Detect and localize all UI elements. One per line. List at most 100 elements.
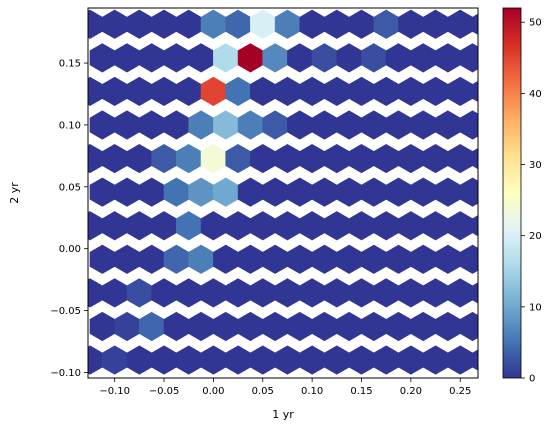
hexbin-cell bbox=[373, 345, 399, 375]
hexbin-cell bbox=[250, 278, 276, 308]
hexbin-cell bbox=[225, 143, 251, 174]
hexbin-cell bbox=[435, 311, 461, 342]
hexbin-cell bbox=[324, 76, 350, 107]
hexbin-cell bbox=[213, 311, 239, 342]
hexbin-cell bbox=[348, 211, 375, 241]
hexbin-cell bbox=[250, 76, 276, 107]
hexbin-cell bbox=[139, 110, 165, 140]
hexbin-cell bbox=[126, 9, 152, 39]
y-tick-label: 0.15 bbox=[59, 59, 81, 70]
hexbin-cell bbox=[114, 43, 140, 73]
hexbin-cell bbox=[102, 9, 128, 39]
x-tick-label: −0.10 bbox=[99, 386, 130, 397]
hexbin-cell bbox=[459, 110, 478, 140]
hexbin-cell bbox=[385, 43, 412, 73]
hexbin-cell bbox=[410, 110, 436, 140]
colorbar-tick-label: 50 bbox=[529, 18, 542, 29]
hexbin-cell bbox=[114, 311, 140, 342]
hexbin-cell bbox=[311, 177, 338, 207]
hexbin-cell bbox=[139, 0, 164, 5]
hexbin-cell bbox=[225, 76, 251, 107]
hexbin-cell bbox=[200, 211, 227, 241]
hexbin-cell bbox=[447, 278, 473, 308]
hexbin-cell bbox=[176, 345, 202, 375]
hexbin-cell bbox=[189, 0, 214, 5]
hexbin-cell bbox=[237, 244, 264, 274]
hexbin-cell bbox=[361, 0, 386, 5]
hexbin-cell bbox=[348, 143, 375, 174]
x-tick-label: 0.00 bbox=[202, 386, 224, 397]
hexbin-cell bbox=[361, 244, 387, 274]
hexbin-cell bbox=[89, 110, 115, 140]
hexbin-cell bbox=[274, 345, 301, 375]
hexbin-cell bbox=[311, 244, 338, 274]
hexbin-cell bbox=[299, 143, 325, 174]
hexbin-cell bbox=[102, 278, 128, 308]
hexbin-cell bbox=[200, 278, 227, 308]
hexbin-cell bbox=[114, 177, 140, 207]
x-tick-label: −0.05 bbox=[149, 386, 180, 397]
colorbar-tick-label: 0 bbox=[529, 374, 535, 385]
hexbin-cell bbox=[238, 0, 263, 5]
hexbin-cell bbox=[176, 143, 202, 174]
hexbin-cell bbox=[410, 311, 436, 342]
hexbin-cell bbox=[435, 177, 461, 207]
hexbin-cell bbox=[447, 76, 473, 107]
hexbin-cell bbox=[225, 278, 251, 308]
hexbin-cell bbox=[200, 143, 227, 174]
hexbin-cell bbox=[435, 110, 461, 140]
hexbin-cell bbox=[89, 311, 115, 342]
hexbin-cell bbox=[89, 244, 115, 274]
hexbin-cell bbox=[386, 0, 411, 5]
hexbin-cell bbox=[90, 0, 115, 5]
hexbin-cell bbox=[151, 211, 177, 241]
hexbin-cell bbox=[115, 0, 140, 5]
hexbin-cell bbox=[274, 211, 301, 241]
hexbin-cell bbox=[88, 143, 103, 174]
hexbin-cell bbox=[262, 244, 288, 274]
hexbin-cell bbox=[188, 244, 214, 274]
hexbin-cell bbox=[287, 43, 313, 73]
hexbin-cell bbox=[361, 43, 387, 73]
hexbin-cell bbox=[126, 345, 152, 375]
hexbin-cell bbox=[176, 278, 202, 308]
hexbin-cell bbox=[324, 211, 350, 241]
hexbin-cell bbox=[299, 9, 325, 39]
hexbin-cell bbox=[88, 345, 103, 375]
hexbin-cell bbox=[151, 76, 177, 107]
hexbin-cell bbox=[398, 143, 424, 174]
hexbin-cell bbox=[459, 177, 478, 207]
hexbin-cell bbox=[225, 211, 251, 241]
hexbin-cell bbox=[398, 345, 424, 375]
hexbin-cell bbox=[164, 0, 189, 5]
hexbin-cell bbox=[213, 43, 239, 73]
hexbin-cell bbox=[188, 43, 214, 73]
y-tick-label: −0.10 bbox=[50, 368, 81, 379]
hexbin-cell bbox=[213, 177, 239, 207]
hexbin-cell bbox=[213, 244, 239, 274]
hexbin-cell bbox=[435, 244, 461, 274]
hexbin-cell bbox=[163, 43, 190, 73]
colorbar-ticks: 0 10 20 30 40 50 bbox=[521, 18, 542, 385]
hexbin-cell bbox=[188, 110, 214, 140]
hexbin-cell bbox=[126, 211, 152, 241]
hexbin-cell bbox=[361, 311, 387, 342]
colorbar-tick-label: 20 bbox=[529, 231, 542, 242]
hexbin-cell bbox=[348, 9, 375, 39]
hexbin-cell bbox=[139, 43, 165, 73]
hexbin-cell bbox=[385, 311, 412, 342]
hexbin-cell bbox=[348, 76, 375, 107]
hexbin-cell bbox=[200, 76, 227, 107]
hexbin-cell bbox=[163, 311, 190, 342]
hexbin-cell bbox=[373, 76, 399, 107]
hexbin-cell bbox=[398, 76, 424, 107]
hexbin-cell bbox=[250, 345, 276, 375]
hexbin-cell bbox=[299, 278, 325, 308]
hexbin-cell bbox=[447, 143, 473, 174]
hexbin-cell bbox=[176, 211, 202, 241]
hexbin-cell bbox=[274, 76, 301, 107]
hexbin-cell bbox=[88, 211, 103, 241]
hexbin-cell bbox=[102, 76, 128, 107]
hexbin-cell bbox=[459, 244, 478, 274]
hexbin-cell bbox=[472, 147, 478, 170]
